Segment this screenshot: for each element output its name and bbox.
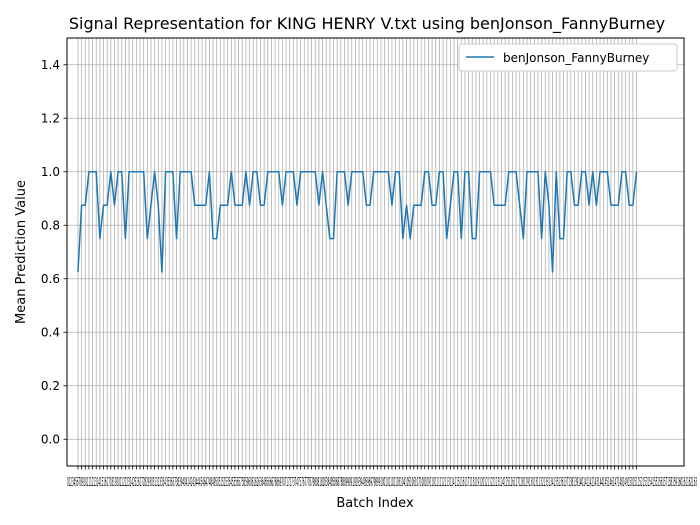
legend-label: benJonson_FannyBurney [503,51,649,65]
y-tick-label: 1.0 [41,165,60,179]
y-tick-label: 0.6 [41,272,60,286]
chart-title: Signal Representation for KING HENRY V.t… [69,14,665,34]
y-tick-label: 0.0 [41,432,60,446]
legend-box [458,43,678,72]
legend: benJonson_FannyBurney [458,43,678,72]
plot-border [66,37,685,467]
y-axis-label: Mean Prediction Value [14,180,29,324]
y-tick-label: 0.2 [41,379,60,393]
y-axis: 0.0 0.2 0.4 0.6 0.8 1.0 1.2 1.4 [41,58,67,446]
x-axis-label: Batch Index [336,496,414,511]
y-tick-label: 0.8 [41,218,60,232]
plot-area [66,37,685,467]
x-gridlines [77,38,637,466]
series-line-benjonson-fannyburney [77,171,638,273]
x-axis: 0123456789101112131415161718192021222324… [67,466,697,489]
y-tick-label: 1.2 [41,111,60,125]
x-tick-labels: 0123456789101112131415161718192021222324… [67,475,697,489]
y-tick-label: 1.4 [41,58,60,72]
y-tick-label: 0.4 [41,325,60,339]
plot-background [67,38,684,466]
